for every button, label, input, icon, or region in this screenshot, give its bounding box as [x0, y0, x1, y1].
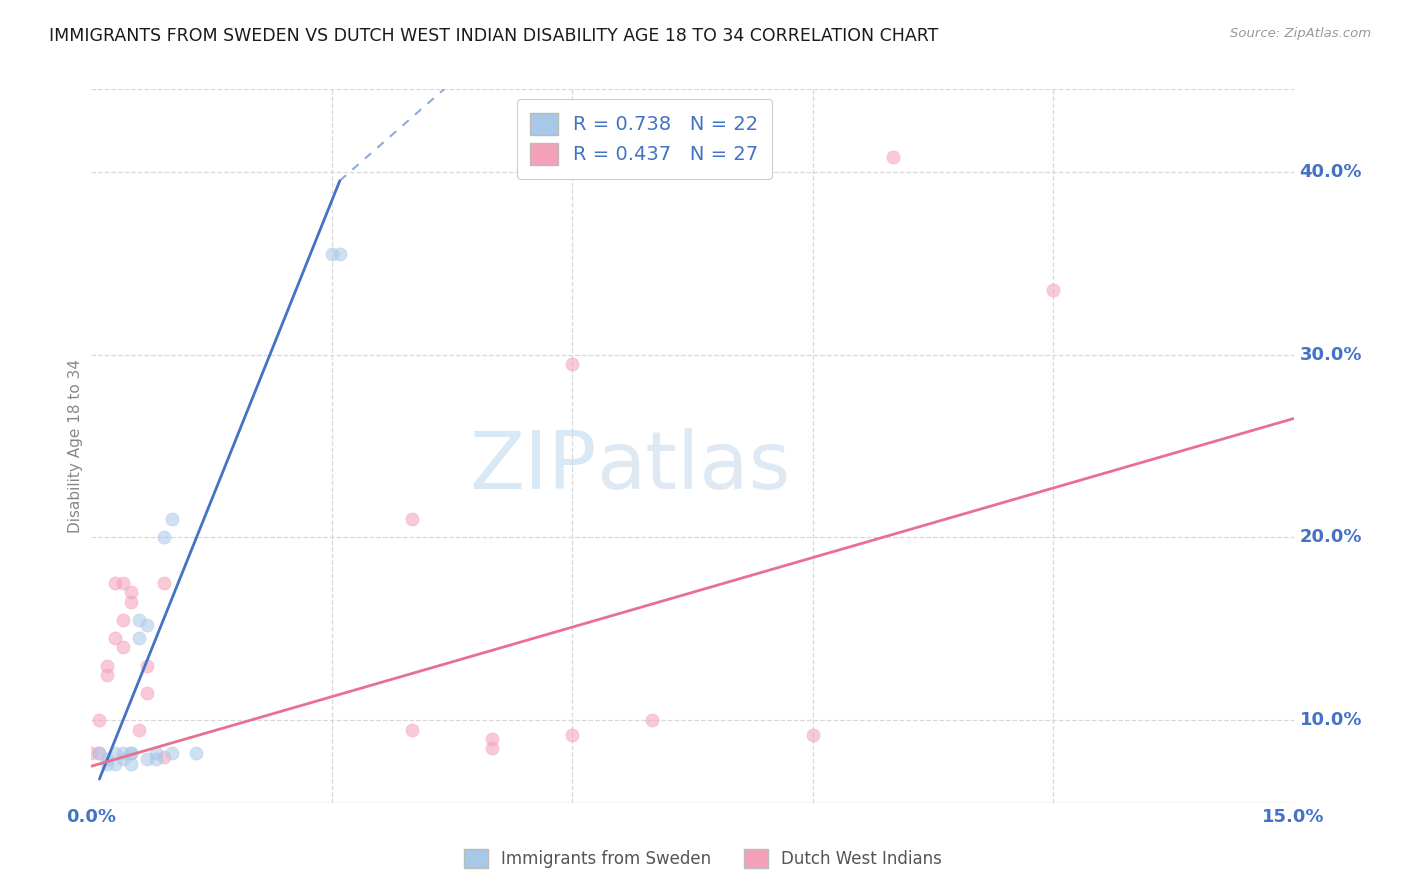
- Text: IMMIGRANTS FROM SWEDEN VS DUTCH WEST INDIAN DISABILITY AGE 18 TO 34 CORRELATION : IMMIGRANTS FROM SWEDEN VS DUTCH WEST IND…: [49, 27, 939, 45]
- Point: [136, 686, 159, 700]
- Point: [801, 728, 824, 742]
- Point: [152, 576, 174, 591]
- Point: [112, 747, 135, 761]
- Text: 10.0%: 10.0%: [1299, 712, 1362, 730]
- Point: [145, 747, 167, 761]
- Point: [112, 752, 135, 766]
- Point: [80, 747, 103, 761]
- Point: [401, 512, 423, 526]
- Point: [136, 658, 159, 673]
- Point: [481, 740, 503, 755]
- Point: [145, 752, 167, 766]
- Point: [89, 747, 111, 761]
- Point: [104, 631, 127, 645]
- Point: [152, 531, 174, 545]
- Text: 20.0%: 20.0%: [1299, 528, 1362, 547]
- Text: Source: ZipAtlas.com: Source: ZipAtlas.com: [1230, 27, 1371, 40]
- Point: [128, 723, 150, 737]
- Y-axis label: Disability Age 18 to 34: Disability Age 18 to 34: [67, 359, 83, 533]
- Point: [96, 752, 118, 766]
- Point: [96, 658, 118, 673]
- Point: [104, 576, 127, 591]
- Point: [329, 247, 352, 261]
- Text: 30.0%: 30.0%: [1299, 345, 1362, 364]
- Point: [1042, 284, 1064, 298]
- Text: ZIP: ZIP: [470, 428, 596, 507]
- Point: [184, 747, 207, 761]
- Legend: R = 0.738   N = 22, R = 0.437   N = 27: R = 0.738 N = 22, R = 0.437 N = 27: [517, 99, 772, 178]
- Point: [112, 576, 135, 591]
- Point: [96, 667, 118, 681]
- Point: [96, 757, 118, 772]
- Point: [128, 613, 150, 627]
- Legend: Immigrants from Sweden, Dutch West Indians: Immigrants from Sweden, Dutch West India…: [457, 842, 949, 875]
- Point: [160, 747, 183, 761]
- Text: atlas: atlas: [596, 428, 790, 507]
- Point: [160, 512, 183, 526]
- Point: [136, 618, 159, 632]
- Point: [641, 714, 664, 728]
- Point: [561, 728, 583, 742]
- Point: [121, 585, 143, 599]
- Point: [104, 757, 127, 772]
- Point: [121, 594, 143, 608]
- Point: [561, 357, 583, 371]
- Point: [112, 640, 135, 655]
- Point: [152, 750, 174, 764]
- Point: [89, 747, 111, 761]
- Point: [481, 731, 503, 746]
- Point: [121, 747, 143, 761]
- Point: [136, 752, 159, 766]
- Point: [882, 150, 904, 164]
- Point: [401, 723, 423, 737]
- Point: [112, 613, 135, 627]
- Point: [121, 747, 143, 761]
- Point: [104, 747, 127, 761]
- Point: [321, 247, 343, 261]
- Point: [128, 631, 150, 645]
- Text: 40.0%: 40.0%: [1299, 162, 1362, 180]
- Point: [121, 757, 143, 772]
- Point: [385, 860, 408, 874]
- Point: [89, 714, 111, 728]
